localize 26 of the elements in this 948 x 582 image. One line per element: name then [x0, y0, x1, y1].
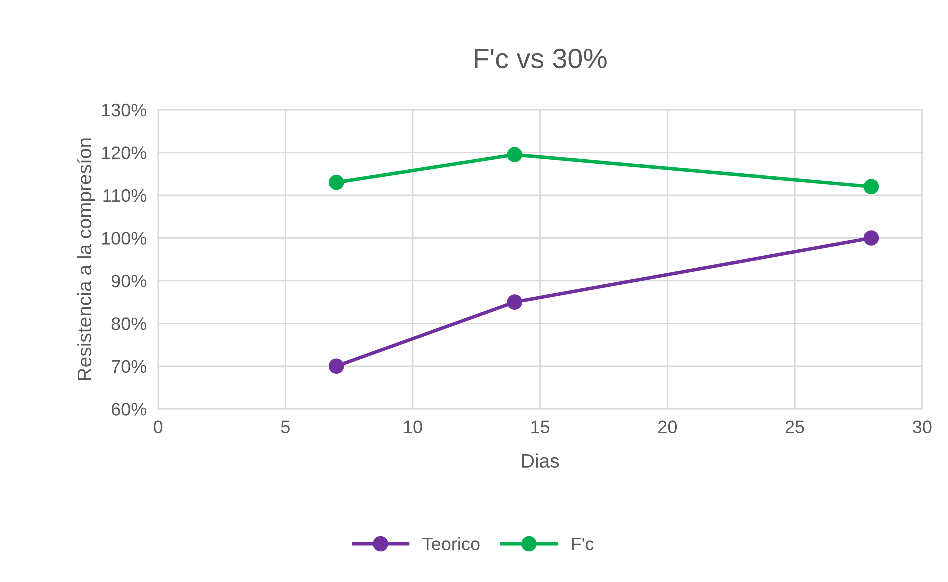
- y-axis-title: Resistencia a la compresíon: [77, 138, 96, 380]
- y-tick-label: 130%: [102, 104, 147, 117]
- x-tick-label: 10: [404, 420, 422, 434]
- x-tick-label: 0: [154, 420, 163, 434]
- legend-label: F'c: [572, 538, 594, 551]
- x-tick-label: 25: [786, 420, 804, 434]
- y-tick-label: 120%: [102, 146, 147, 160]
- point: [328, 358, 344, 374]
- point: [864, 230, 880, 246]
- x-tick-label: 30: [913, 420, 932, 434]
- y-tick-label: 60%: [112, 403, 147, 416]
- point: [328, 175, 344, 190]
- point: [507, 294, 523, 310]
- y-tick-label: 90%: [112, 274, 147, 288]
- y-tick-label: 110%: [104, 189, 147, 202]
- x-tick-label: 5: [281, 420, 290, 434]
- y-tick-label: 80%: [112, 318, 147, 330]
- legend-label: Teorico: [422, 537, 480, 551]
- y-tick-label: 100%: [102, 232, 147, 245]
- point: [864, 179, 880, 195]
- y-tick-label: 70%: [112, 360, 147, 374]
- x-tick-label: 20: [658, 420, 678, 434]
- point: [507, 147, 523, 163]
- chart-title: F'c vs 30%: [475, 48, 607, 69]
- x-axis-title: Dias: [522, 454, 560, 468]
- x-tick-label: 15: [532, 420, 550, 434]
